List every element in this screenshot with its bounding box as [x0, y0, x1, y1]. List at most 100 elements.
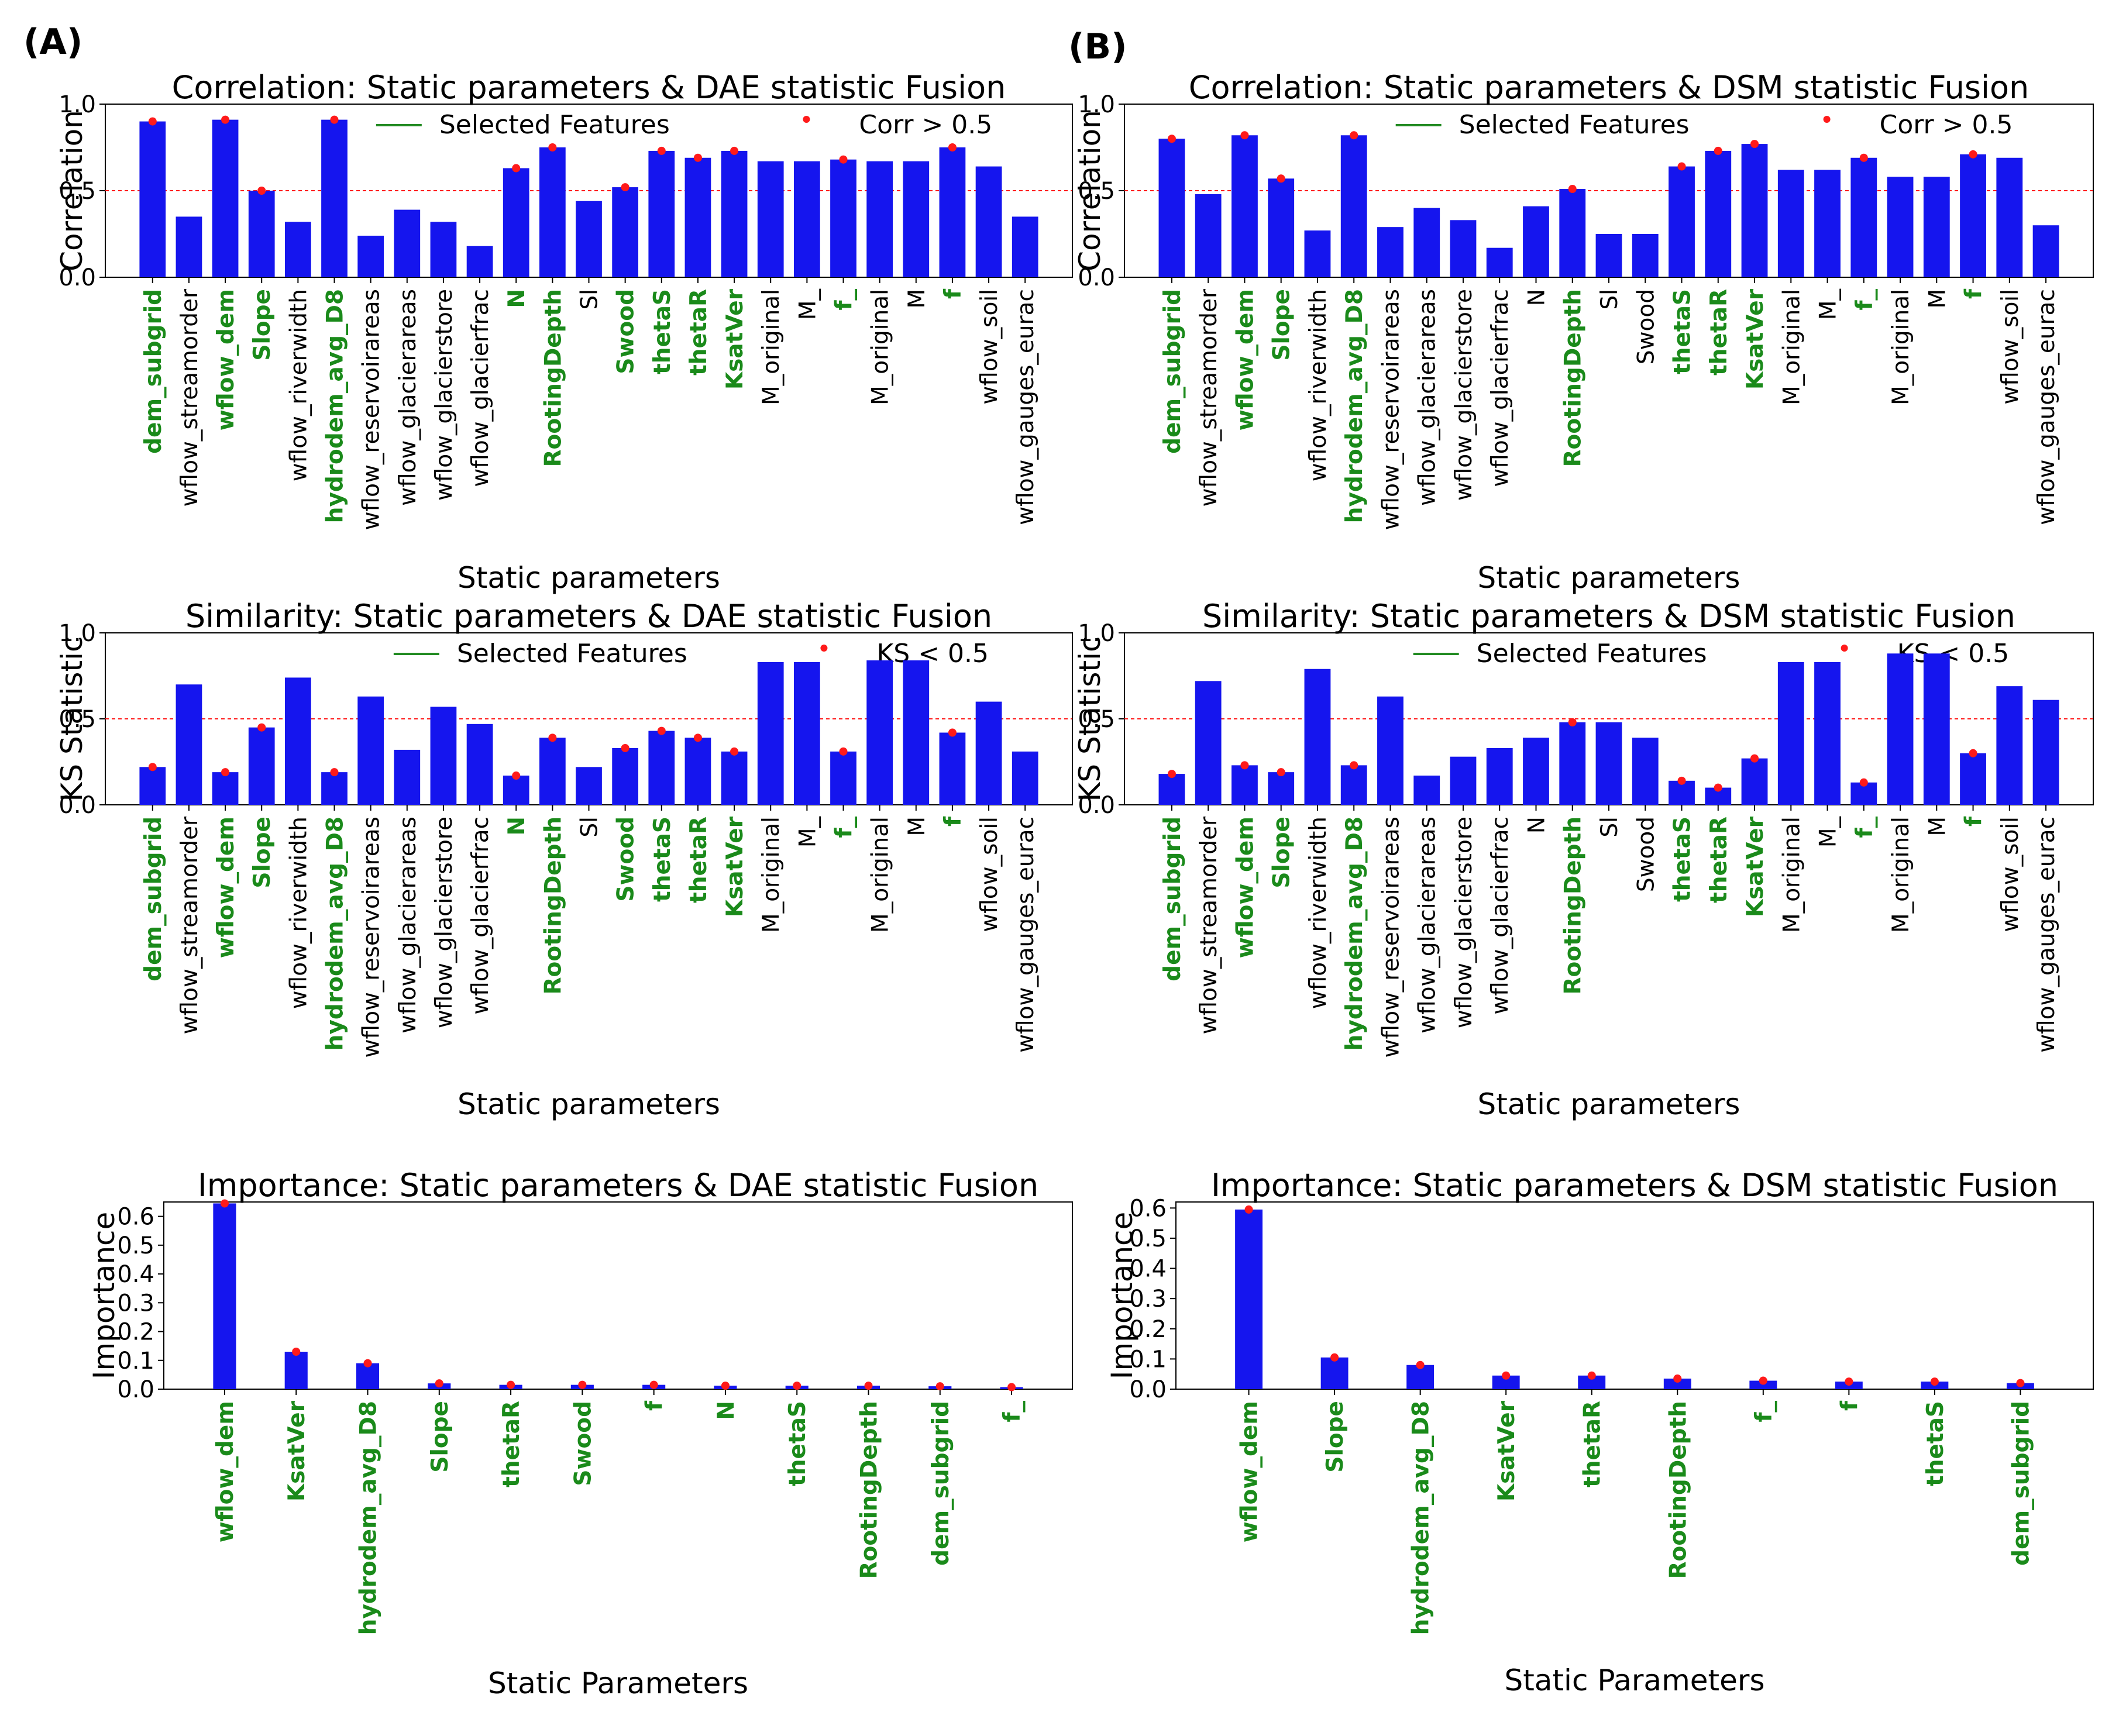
marker-Slope — [257, 187, 266, 195]
bar-thetaS — [1669, 166, 1695, 277]
bar-KsatVer — [1741, 758, 1768, 805]
y-tick-label: 0.3 — [1129, 1286, 1167, 1313]
bar-Slope — [248, 727, 275, 805]
bar-M — [903, 161, 930, 277]
category-label: M_original — [758, 289, 785, 405]
bar-f — [1960, 753, 1986, 805]
category-label: wflow_glacierareas — [395, 817, 421, 1034]
marker-Swood — [621, 743, 629, 752]
bar-wflow_dem — [212, 772, 239, 805]
legend-marker-label: KS < 0.5 — [1897, 639, 2010, 669]
category-label: thetaS — [649, 817, 676, 902]
marker-hydrodem_avg_D8 — [363, 1359, 372, 1368]
bar-f_ — [1749, 1380, 1777, 1389]
marker-thetaS — [1930, 1377, 1939, 1386]
bar-hydrodem_avg_D8 — [1340, 765, 1367, 805]
category-label: N — [1523, 817, 1550, 833]
bar-M_ — [793, 662, 820, 805]
bar-M_original — [866, 161, 893, 277]
category-label: Slope — [249, 289, 276, 361]
category-label: KsatVer — [1742, 816, 1769, 917]
category-label: wflow_dem — [1232, 289, 1258, 430]
y-tick-label: 0.5 — [1078, 706, 1115, 733]
bar-N — [503, 168, 529, 277]
marker-thetaS — [657, 726, 666, 735]
category-label: Swood — [1633, 289, 1659, 364]
legend-marker-label: Corr > 0.5 — [1880, 110, 2013, 140]
bar-f_ — [830, 159, 856, 277]
category-label: Slope — [1269, 817, 1295, 888]
chart-corr_dsm: Correlation: Static parameters & DSM sta… — [1073, 69, 2094, 595]
category-label: f_ — [831, 817, 858, 838]
bar-wflow_glacierstore — [430, 222, 457, 277]
bar-wflow_dem — [1235, 1209, 1263, 1389]
category-label: Sl — [577, 817, 603, 838]
bar-wflow_reservoirareas — [1377, 696, 1404, 805]
x-axis-label: Static Parameters — [1504, 1663, 1764, 1697]
bar-wflow_glacierareas — [1413, 776, 1440, 805]
bar-RootingDepth — [1559, 189, 1586, 277]
category-label: wflow_gauges_eurac — [2034, 817, 2060, 1053]
bar-RootingDepth — [1663, 1378, 1691, 1389]
category-label: M_original — [1888, 817, 1914, 933]
marker-f_ — [1859, 153, 1868, 162]
category-label: M_original — [1779, 817, 1805, 933]
category-label: hydrodem_avg_D8 — [1341, 817, 1368, 1050]
bar-wflow_dem — [212, 119, 239, 277]
category-label: wflow_soil — [976, 817, 1003, 932]
bar-thetaR — [1578, 1375, 1606, 1389]
category-label: wflow_dem — [213, 817, 239, 958]
marker-hydrodem_avg_D8 — [1350, 761, 1358, 770]
category-label: RootingDepth — [540, 817, 566, 994]
category-label: wflow_gauges_eurac — [2034, 289, 2060, 525]
category-label: wflow_gauges_eurac — [1013, 817, 1039, 1053]
category-label: wflow_dem — [1232, 817, 1258, 958]
category-label: wflow_glacierareas — [395, 289, 421, 506]
chart-ks_dae: Similarity: Static parameters & DAE stat… — [55, 598, 1073, 1121]
bar-Slope — [1268, 772, 1295, 805]
y-tick-label: 0.4 — [117, 1261, 154, 1288]
marker-wflow_dem — [1240, 761, 1249, 770]
x-axis-label: Static parameters — [457, 1087, 720, 1121]
category-label: wflow_streamorder — [1196, 288, 1222, 507]
bar-wflow_soil — [1996, 686, 2023, 805]
bar-N — [1523, 738, 1549, 805]
bar-M_ — [1814, 170, 1841, 277]
chart-title: Importance: Static parameters & DSM stat… — [1211, 1167, 2058, 1204]
plot-frame — [1175, 1201, 2094, 1390]
bar-wflow_glacierstore — [1450, 220, 1477, 277]
bar-M — [903, 660, 930, 805]
category-label: Sl — [577, 289, 603, 310]
bar-f_ — [1850, 157, 1877, 277]
category-label: f_ — [831, 289, 858, 311]
marker-thetaR — [1714, 783, 1722, 792]
category-label: Sl — [1597, 817, 1623, 838]
y-axis-label: KS Statistic — [1073, 636, 1107, 802]
category-label: Slope — [427, 1401, 453, 1473]
marker-f_ — [1859, 778, 1868, 787]
category-label: wflow_glacierfrac — [1487, 817, 1513, 1015]
bar-M_original — [1887, 177, 1914, 277]
bar-hydrodem_avg_D8 — [1340, 135, 1367, 277]
y-axis-label: Correlation — [1073, 110, 1107, 271]
marker-wflow_dem — [1244, 1205, 1253, 1214]
category-label: Swood — [570, 1401, 596, 1486]
y-tick-label: 0.0 — [1129, 1376, 1167, 1403]
category-label: hydrodem_avg_D8 — [1408, 1401, 1435, 1635]
x-axis-label: Static parameters — [1478, 561, 1740, 595]
category-label: thetaR — [1706, 817, 1732, 903]
bar-KsatVer — [1492, 1375, 1520, 1389]
marker-dem_subgrid — [935, 1382, 944, 1391]
marker-Slope — [1277, 174, 1285, 183]
category-label: wflow_riverwidth — [285, 817, 312, 1009]
bar-thetaR — [1705, 150, 1732, 277]
bar-Sl — [576, 201, 602, 277]
marker-thetaR — [693, 153, 702, 162]
category-label: wflow_reservoirareas — [359, 817, 385, 1058]
marker-dem_subgrid — [2016, 1379, 2025, 1387]
bar-wflow_glacierareas — [394, 749, 421, 805]
marker-f — [948, 143, 957, 151]
y-tick-label: 1.0 — [1078, 620, 1115, 647]
marker-N — [721, 1382, 730, 1390]
category-label: thetaS — [1670, 289, 1696, 374]
